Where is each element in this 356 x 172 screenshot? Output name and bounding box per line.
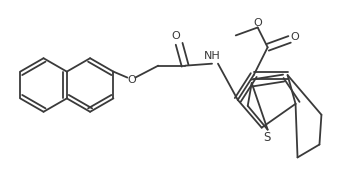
Text: O: O bbox=[253, 18, 262, 28]
Text: S: S bbox=[264, 131, 271, 144]
Text: O: O bbox=[172, 31, 180, 41]
Text: O: O bbox=[127, 74, 136, 85]
Text: O: O bbox=[290, 32, 299, 42]
Text: NH: NH bbox=[204, 51, 220, 61]
